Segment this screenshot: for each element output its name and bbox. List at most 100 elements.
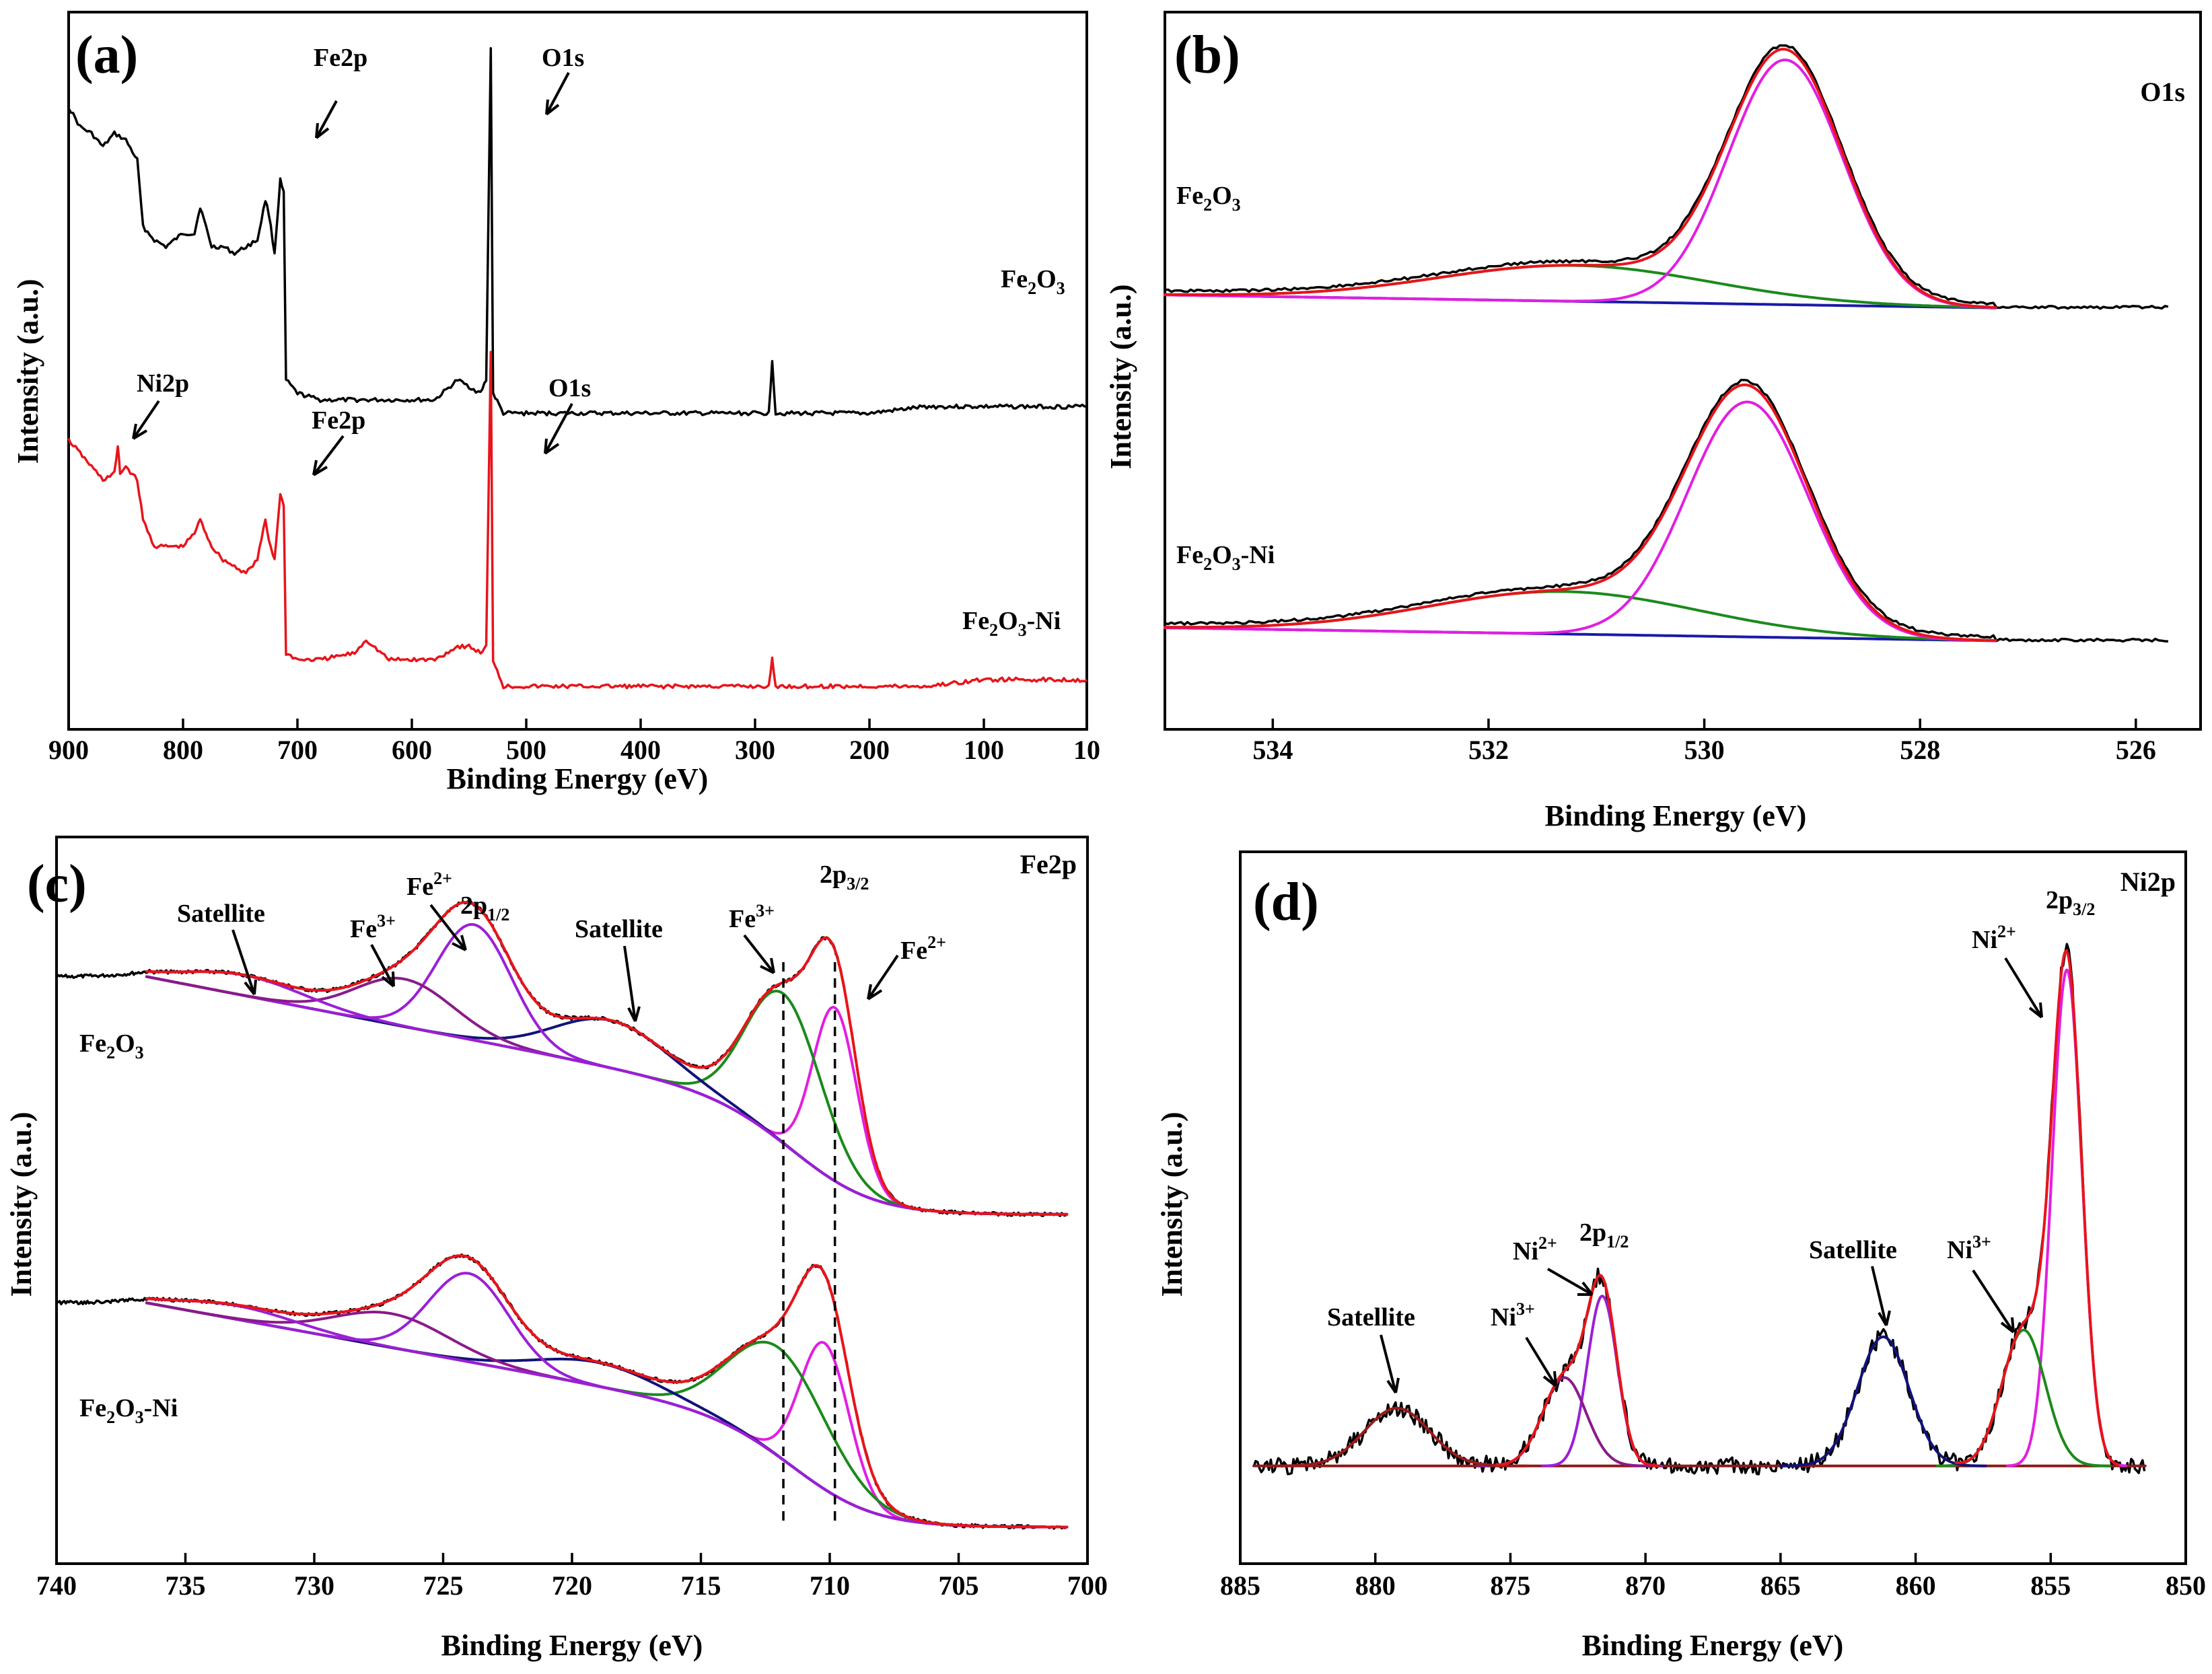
c-satellite-label-2: Satellite [575, 915, 663, 943]
panel-d-letter: (d) [1253, 873, 1319, 932]
b-raw-fe2o3 [1164, 44, 2169, 310]
b-raw-fe2o3-ni [1164, 378, 2169, 643]
a-o1s-label-2: O1s [548, 374, 591, 402]
c-peak-fe2o3 [145, 970, 1069, 1216]
x-tick-label: 526 [2116, 735, 2156, 765]
x-tick-label: 534 [1252, 735, 1293, 765]
d-ni3-label-1: Ni3+ [1491, 1299, 1535, 1332]
panel-d-xticks: 885 880 875 870 865 860 855 850 [1220, 1553, 2206, 1601]
b-lattice-peak-fe2o3 [1164, 59, 1997, 310]
x-tick-label: 10 [1073, 735, 1100, 765]
d-satellite-label-2: Satellite [1809, 1236, 1897, 1264]
d-ni3-arrow-2 [1972, 1269, 2015, 1334]
a-o1s-label-1: O1s [542, 44, 584, 72]
x-tick-label: 530 [1684, 735, 1725, 765]
c-background-fe2o3-ni [145, 1301, 1069, 1529]
c-peak-fe2o3 [145, 923, 1069, 1216]
a-fe2p-label-2: Fe2p [312, 406, 365, 435]
x-tick-label: 865 [1760, 1570, 1801, 1601]
c-fe3-arrow-2 [743, 934, 775, 974]
x-tick-label: 715 [681, 1570, 721, 1601]
b-series-label-fe2o3: Fe2O3 [1176, 182, 1241, 215]
c-2p12-label: 2p1/2 [460, 891, 509, 924]
c-peak-fe2o3 [145, 975, 1069, 1216]
c-peak-fe2o3-ni [145, 1297, 1069, 1529]
d-ni2-arrow-1 [1547, 1268, 1594, 1296]
d-2p32-label: 2p3/2 [2046, 886, 2095, 919]
x-tick-label: 875 [1490, 1570, 1530, 1601]
c-fe2-label-1: Fe2+ [406, 869, 452, 901]
d-raw-spectrum [1252, 943, 2146, 1476]
d-peak-component [1935, 1328, 2112, 1467]
panel-c-xticks: 740 735 730 725 720 715 710 705 700 [36, 1553, 1108, 1601]
x-tick-label: 500 [506, 735, 546, 765]
c-fe2-label-2: Fe2+ [900, 933, 946, 965]
panel-b-ylabel: Intensity (a.u.) [1104, 284, 1137, 469]
panel-c-letter: (c) [27, 854, 87, 914]
d-satellite-label-1: Satellite [1327, 1303, 1415, 1332]
panel-a-plot [67, 47, 1088, 690]
panel-a-ylabel: Intensity (a.u.) [11, 279, 44, 464]
d-2p12-label: 2p1/2 [1579, 1218, 1629, 1251]
panel-a-frame [67, 11, 1088, 731]
d-ni2-arrow-2 [2004, 957, 2043, 1019]
panel-b-plot [1164, 44, 2169, 643]
a-o1s-arrow-1 [545, 72, 570, 116]
c-satellite-label-1: Satellite [177, 900, 265, 928]
x-tick-label: 885 [1220, 1570, 1260, 1601]
d-ni2-label-2: Ni2+ [1972, 922, 2016, 954]
c-2p32-label: 2p3/2 [820, 861, 869, 894]
c-fe2-arrow-2 [867, 954, 899, 1000]
x-tick-label: 200 [849, 735, 890, 765]
c-raw-fe2o3-ni [56, 1253, 1067, 1530]
x-tick-label: 900 [48, 735, 89, 765]
a-fe2p-label-1: Fe2p [314, 44, 367, 72]
panel-b-xlabel: Binding Energy (eV) [1545, 799, 1807, 832]
x-tick-label: 100 [964, 735, 1004, 765]
panel-c-xlabel: Binding Energy (eV) [441, 1629, 703, 1662]
x-tick-label: 710 [810, 1570, 850, 1601]
a-series-fe2o3-ni [67, 351, 1088, 690]
c-fe3-label-2: Fe3+ [729, 901, 775, 933]
panel-d-xlabel: Binding Energy (eV) [1582, 1629, 1844, 1662]
b-series-label-fe2o3-ni: Fe2O3-Ni [1176, 541, 1275, 574]
d-ni2-label-1: Ni2+ [1513, 1233, 1557, 1266]
panel-c: 740 735 730 725 720 715 710 705 700 (c) Fe2p Bin… [5, 836, 1108, 1662]
panel-b-letter: (b) [1174, 26, 1240, 85]
a-fe2p-arrow-1 [315, 100, 338, 139]
x-tick-label: 880 [1355, 1570, 1396, 1601]
panel-b: 534 532 530 528 526 (b) O1s Binding Energy (… [1104, 11, 2202, 832]
x-tick-label: 850 [2166, 1570, 2206, 1601]
d-fit-envelope [1954, 949, 2120, 1466]
x-tick-label: 720 [552, 1570, 592, 1601]
c-peak-fe2o3 [145, 975, 1069, 1216]
panel-a-xlabel: Binding Energy (eV) [447, 762, 709, 795]
d-fit-envelope [1495, 1274, 1661, 1467]
a-ni2p-label: Ni2p [137, 369, 189, 398]
d-peak-component [1779, 1335, 1987, 1467]
x-tick-label: 860 [1896, 1570, 1936, 1601]
x-tick-label: 705 [939, 1570, 979, 1601]
b-fit-envelope-fe2o3-ni [1164, 384, 1997, 642]
x-tick-label: 870 [1625, 1570, 1666, 1601]
x-tick-label: 700 [277, 735, 318, 765]
c-fe2-arrow-1 [429, 904, 467, 951]
d-peak-component [2006, 968, 2127, 1467]
panel-a-letter: (a) [75, 26, 138, 85]
panel-d: 885 880 875 870 865 860 855 850 (d) Ni2p Bindin… [1155, 850, 2206, 1662]
x-tick-label: 400 [620, 735, 661, 765]
x-tick-label: 800 [163, 735, 203, 765]
panel-a: 900 800 700 600 500 400 300 200 100 10 (a) Bindin… [11, 11, 1100, 795]
c-peak-fe2o3 [145, 975, 1069, 1216]
panel-d-frame [1239, 850, 2187, 1565]
a-o1s-arrow-2 [544, 403, 573, 455]
d-peak-component [1266, 1406, 1528, 1467]
x-tick-label: 700 [1067, 1570, 1108, 1601]
c-series-label-fe2o3-ni: Fe2O3-Ni [79, 1394, 178, 1427]
panel-c-ylabel: Intensity (a.u.) [5, 1112, 38, 1297]
panel-c-title: Fe2p [1020, 849, 1077, 879]
panel-d-ylabel: Intensity (a.u.) [1155, 1112, 1188, 1297]
c-peak-fe2o3-ni [145, 1301, 1069, 1529]
c-peak-fe2o3 [145, 975, 1069, 1216]
